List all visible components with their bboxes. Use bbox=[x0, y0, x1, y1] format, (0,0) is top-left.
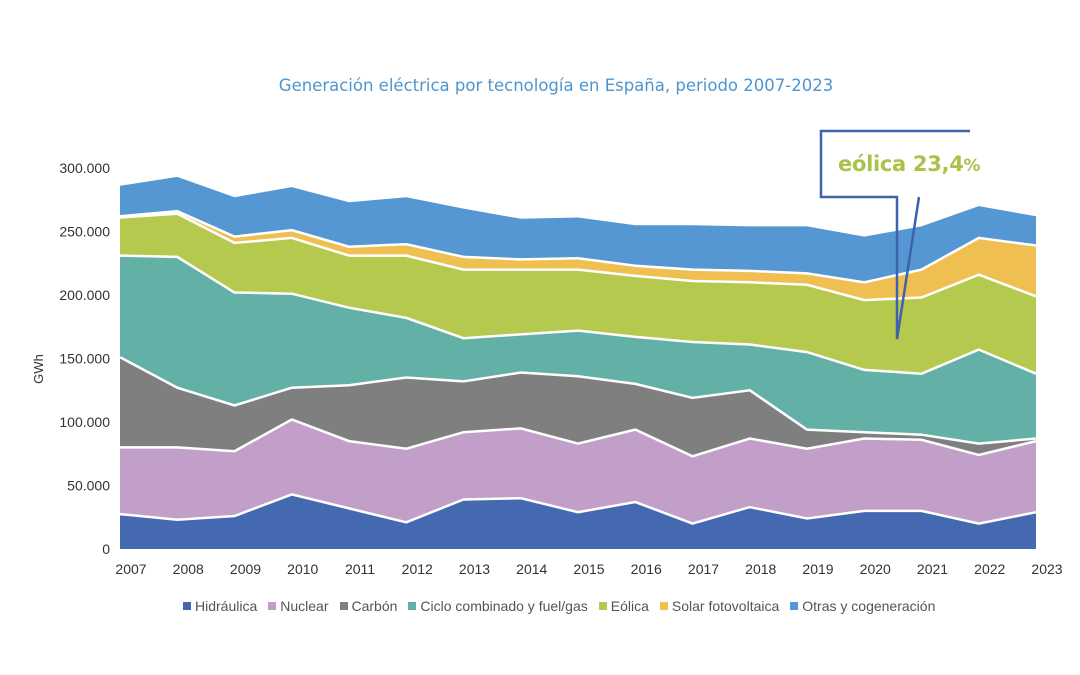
x-tick-label: 2018 bbox=[745, 561, 776, 577]
callout-box-outline bbox=[819, 129, 970, 340]
x-tick-label: 2007 bbox=[115, 561, 146, 577]
x-tick-label: 2020 bbox=[860, 561, 891, 577]
x-tick-label: 2013 bbox=[459, 561, 490, 577]
y-tick-label: 200.000 bbox=[59, 287, 110, 303]
x-tick-label: 2016 bbox=[631, 561, 662, 577]
area-hidráulica bbox=[120, 494, 1036, 549]
legend-item: Solar fotovoltaica bbox=[659, 598, 780, 614]
legend-swatch bbox=[339, 602, 348, 610]
y-axis-label: GWh bbox=[31, 354, 46, 384]
annotation-label-main: eólica 23,4 bbox=[838, 152, 964, 176]
legend-item: Ciclo combinado y fuel/gas bbox=[408, 598, 588, 614]
legend-label: Carbón bbox=[351, 598, 398, 614]
y-tick-label: 0 bbox=[102, 541, 110, 557]
area-carbón bbox=[120, 357, 1036, 457]
separator-line bbox=[119, 212, 1037, 302]
legend-item: Nuclear bbox=[268, 598, 329, 614]
legend-swatch bbox=[268, 602, 277, 610]
legend-item: Otras y cogeneración bbox=[790, 598, 935, 614]
legend-label: Solar fotovoltaica bbox=[671, 598, 780, 614]
legend-swatch bbox=[790, 602, 799, 610]
x-tick-label: 2015 bbox=[573, 561, 604, 577]
x-tick-label: 2011 bbox=[345, 561, 375, 577]
x-tick-label: 2012 bbox=[402, 561, 433, 577]
y-tick-label: 250.000 bbox=[59, 224, 110, 240]
x-axis-ticks: 2007 2008 2009 2010 2011 2012 2013 2014 2015 2016… bbox=[115, 561, 1062, 577]
areas-group bbox=[119, 176, 1037, 549]
legend-label: Hidráulica bbox=[195, 598, 258, 614]
area-otras-y-cogeneración bbox=[120, 176, 1036, 283]
legend-swatch bbox=[408, 602, 417, 610]
x-tick-label: 2014 bbox=[516, 561, 547, 577]
chart-title: Generación eléctrica por tecnología en E… bbox=[278, 76, 834, 95]
separator-line bbox=[119, 493, 1037, 525]
legend-swatch bbox=[183, 602, 191, 610]
legend-item: Hidráulica bbox=[183, 598, 257, 614]
legend-label: Nuclear bbox=[280, 598, 329, 614]
y-axis-ticks: 0 50.000 100.000 150.000 200.000 250.000 300.0… bbox=[59, 160, 110, 557]
separator-line bbox=[119, 254, 1037, 375]
x-tick-label: 2010 bbox=[287, 561, 318, 577]
legend-swatch bbox=[598, 602, 607, 610]
annotation-callout bbox=[819, 129, 970, 340]
y-tick-label: 150.000 bbox=[59, 351, 110, 367]
separator-line bbox=[119, 209, 1037, 284]
legend-label: Eólica bbox=[610, 598, 649, 614]
legend-item: Eólica bbox=[598, 598, 649, 614]
area-ciclo-combinado-y-fuel-gas bbox=[120, 255, 1036, 444]
legend-label: Otras y cogeneración bbox=[802, 598, 936, 614]
y-tick-label: 300.000 bbox=[59, 160, 110, 176]
y-tick-label: 100.000 bbox=[59, 414, 110, 430]
legend-swatch bbox=[659, 602, 668, 610]
legend-item: Carbón bbox=[339, 598, 398, 614]
separator-line bbox=[120, 418, 1037, 458]
x-tick-label: 2008 bbox=[173, 561, 204, 577]
x-tick-label: 2017 bbox=[688, 561, 719, 577]
y-tick-label: 50.000 bbox=[67, 478, 110, 494]
x-tick-label: 2019 bbox=[802, 561, 833, 577]
x-tick-label: 2022 bbox=[974, 561, 1005, 577]
annotation-label-suffix: % bbox=[963, 156, 981, 176]
area-nuclear bbox=[120, 419, 1036, 524]
x-tick-label: 2009 bbox=[230, 561, 261, 577]
x-tick-label: 2023 bbox=[1031, 561, 1062, 577]
area-solar-fotovoltaica bbox=[120, 211, 1036, 301]
legend-label: Ciclo combinado y fuel/gas bbox=[420, 598, 588, 614]
separator-line bbox=[119, 356, 1037, 445]
legend: Hidráulica Nuclear Carbón Ciclo combinado y… bbox=[183, 598, 946, 614]
area-eólica bbox=[120, 213, 1036, 374]
x-tick-label: 2021 bbox=[917, 561, 948, 577]
annotation-label: eólica 23,4% bbox=[838, 152, 981, 176]
